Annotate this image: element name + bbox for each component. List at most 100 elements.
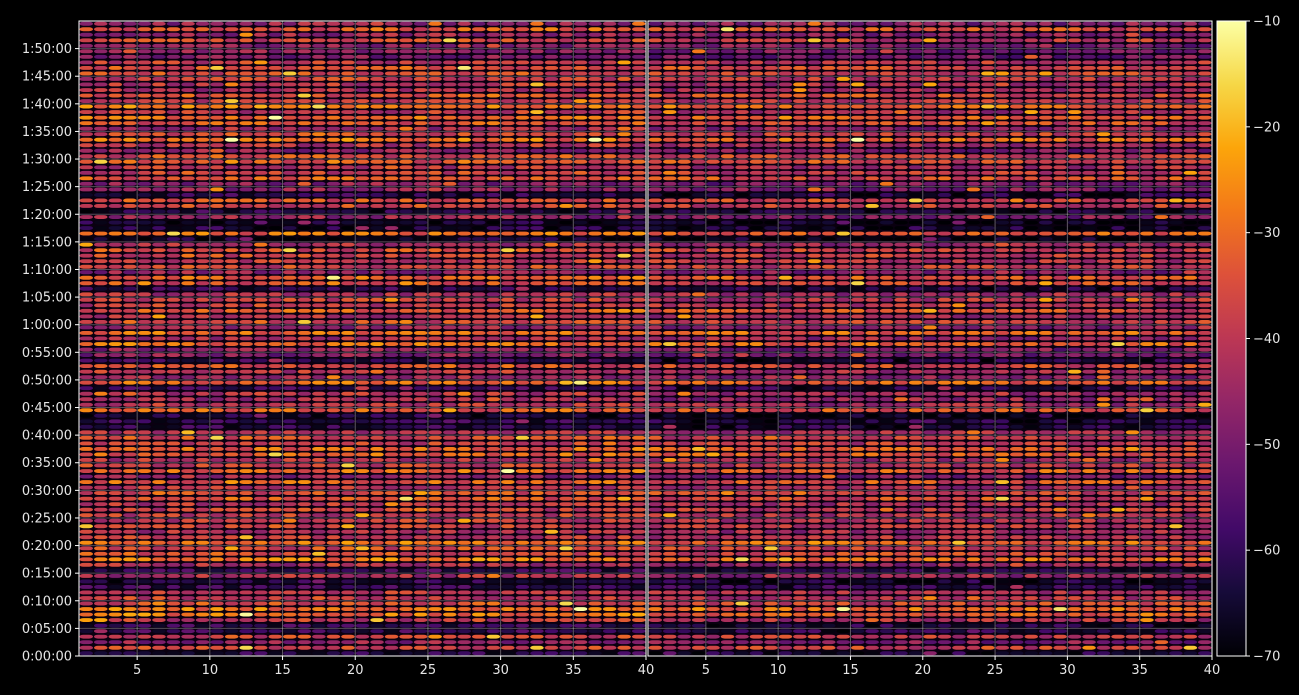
heatmap-cell <box>966 590 981 595</box>
heatmap-cell <box>152 170 166 175</box>
heatmap-cell <box>166 601 181 606</box>
heatmap-cell <box>632 331 646 335</box>
heatmap-cell <box>79 237 93 241</box>
heatmap-cell <box>617 607 631 611</box>
heatmap-cell <box>472 77 486 81</box>
heatmap-cell <box>283 49 297 54</box>
heatmap-cell <box>486 529 501 534</box>
heatmap-cell <box>443 651 457 656</box>
heatmap-cell <box>268 170 282 175</box>
heatmap-cell <box>573 336 588 341</box>
heatmap-cell <box>428 474 442 479</box>
heatmap-cell <box>530 651 544 656</box>
heatmap-cell <box>966 651 981 656</box>
heatmap-cell <box>224 38 239 43</box>
heatmap-cell <box>341 562 355 567</box>
heatmap-cell <box>735 590 749 595</box>
heatmap-cell <box>399 342 413 346</box>
heatmap-cell <box>822 651 836 656</box>
heatmap-cell <box>544 397 559 402</box>
heatmap-cell <box>268 270 282 275</box>
heatmap-cell <box>181 590 195 595</box>
heatmap-cell <box>428 38 442 43</box>
heatmap-cell <box>94 115 108 120</box>
heatmap-cell <box>588 568 602 573</box>
heatmap-cell <box>443 375 457 380</box>
heatmap-cell <box>457 253 471 258</box>
heatmap-cell <box>1053 601 1067 606</box>
heatmap-cell <box>1053 607 1067 611</box>
heatmap-cell <box>297 546 312 551</box>
heatmap-cell <box>384 424 399 429</box>
heatmap-cell <box>559 27 573 32</box>
heatmap-cell <box>1125 607 1140 611</box>
heatmap-cell <box>1183 607 1198 611</box>
heatmap-cell <box>573 193 588 197</box>
heatmap-cell <box>79 441 93 446</box>
heatmap-cell <box>573 148 588 153</box>
heatmap-cell <box>399 568 413 573</box>
heatmap-cell <box>457 640 471 645</box>
heatmap-cell <box>384 54 399 59</box>
heatmap-cell <box>297 507 312 512</box>
heatmap-cell <box>283 513 297 518</box>
heatmap-cell <box>632 651 646 656</box>
heatmap-cell <box>1198 623 1212 628</box>
heatmap-cell <box>720 640 735 645</box>
heatmap-cell <box>268 154 282 159</box>
heatmap-cell <box>137 634 152 639</box>
heatmap-cell <box>268 226 282 230</box>
heatmap-cell <box>355 463 370 468</box>
heatmap-cell <box>341 115 355 120</box>
heatmap-cell <box>573 485 588 490</box>
heatmap-cell <box>326 502 341 507</box>
heatmap-cell <box>602 574 617 578</box>
heatmap-cell <box>166 187 181 192</box>
heatmap-cell <box>602 535 617 540</box>
heatmap-cell <box>108 607 123 611</box>
heatmap-cell <box>181 170 195 175</box>
heatmap-cell <box>588 430 602 435</box>
heatmap-cell <box>501 281 515 286</box>
heatmap-cell <box>544 281 559 286</box>
heatmap-cell <box>94 88 108 92</box>
heatmap-cell <box>283 71 297 76</box>
heatmap-cell <box>108 612 123 617</box>
heatmap-cell <box>544 297 559 302</box>
heatmap-cell <box>268 408 282 413</box>
heatmap-cell <box>515 231 530 236</box>
heatmap-cell <box>94 308 108 313</box>
heatmap-cell <box>166 347 181 352</box>
heatmap-cell <box>254 419 268 424</box>
heatmap-cell <box>341 336 355 341</box>
heatmap-cell <box>123 369 137 374</box>
heatmap-cell <box>341 104 355 109</box>
heatmap-cell <box>443 435 457 440</box>
heatmap-cell <box>515 237 530 241</box>
heatmap-cell <box>472 447 486 451</box>
heatmap-cell <box>210 447 224 451</box>
heatmap-cell <box>94 170 108 175</box>
heatmap-cell <box>326 93 341 98</box>
heatmap-cell <box>137 60 152 65</box>
heatmap-cell <box>413 165 428 170</box>
heatmap-cell <box>181 220 195 225</box>
heatmap-cell <box>108 170 123 175</box>
heatmap-cell <box>923 640 937 645</box>
heatmap-cell <box>297 579 312 584</box>
heatmap-cell <box>443 546 457 551</box>
heatmap-cell <box>544 358 559 363</box>
heatmap-cell <box>297 623 312 628</box>
heatmap-cell <box>108 474 123 479</box>
heatmap-cell <box>297 110 312 114</box>
heatmap-cell <box>559 551 573 556</box>
heatmap-cell <box>79 469 93 473</box>
heatmap-cell <box>530 237 544 241</box>
heatmap-cell <box>559 193 573 197</box>
heatmap-cell <box>663 651 677 656</box>
heatmap-cell <box>181 364 195 368</box>
heatmap-cell <box>573 447 588 451</box>
heatmap-cell <box>399 82 413 87</box>
heatmap-cell <box>486 88 501 92</box>
heatmap-cell <box>632 215 646 219</box>
